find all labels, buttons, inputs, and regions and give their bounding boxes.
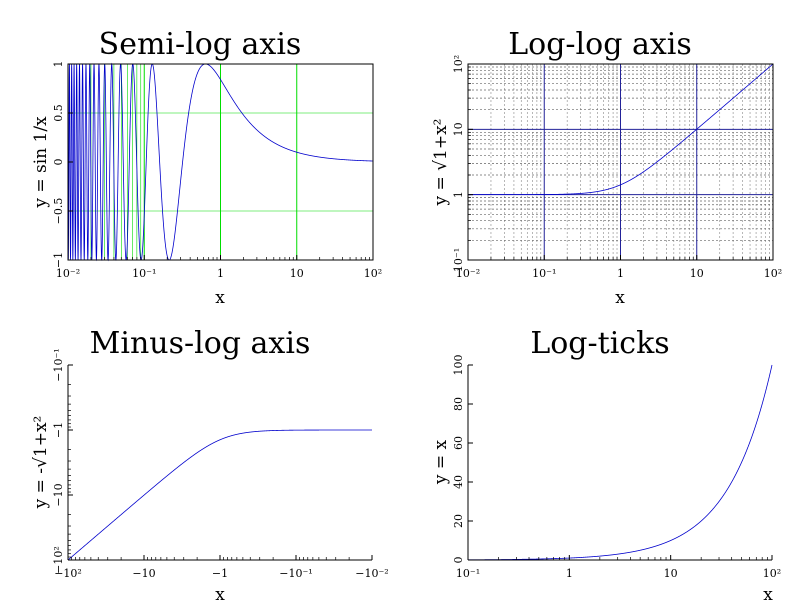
x-tick-label: 1 bbox=[217, 267, 224, 280]
x-tick-label: 10² bbox=[764, 267, 782, 280]
y-tick-label: 10 bbox=[452, 122, 465, 136]
loglog-series-line bbox=[468, 63, 774, 196]
logticks-ticks: 10⁻¹ 1 10 10² 0 20 40 60 80 100 bbox=[452, 355, 781, 581]
x-tick-label: −10⁻¹ bbox=[279, 567, 312, 580]
loglog-xlabel: x bbox=[615, 288, 625, 308]
logticks-title: Log-ticks bbox=[530, 326, 669, 361]
y-tick-label: 1 bbox=[452, 191, 465, 198]
loglog-grid bbox=[468, 64, 773, 260]
x-tick-label: 10² bbox=[763, 567, 781, 580]
minuslog-xlabel: x bbox=[215, 585, 225, 600]
semilog-xlabel: x bbox=[215, 288, 225, 308]
semilog-title: Semi-log axis bbox=[99, 27, 302, 62]
minuslog-title: Minus-log axis bbox=[90, 326, 311, 361]
logticks-panel: Log-ticks 10⁻¹ 1 10 10² 0 20 40 60 80 100 x y = x bbox=[431, 326, 781, 600]
y-tick-label: −1 bbox=[52, 252, 65, 268]
y-tick-label: 10² bbox=[452, 55, 465, 73]
minuslog-series-line bbox=[67, 429, 372, 561]
y-tick-label: 0 bbox=[52, 159, 65, 166]
x-tick-label: 10⁻¹ bbox=[532, 267, 556, 280]
minuslog-ticks: −10² −10 −1 −10⁻¹ −10⁻² −10² −10 −1 −10⁻¹ bbox=[52, 348, 389, 580]
y-tick-label: 80 bbox=[452, 397, 465, 411]
y-tick-label: 1 bbox=[52, 61, 65, 68]
x-tick-label: 10⁻¹ bbox=[132, 267, 156, 280]
x-tick-label: 1 bbox=[566, 567, 573, 580]
y-tick-label: 100 bbox=[452, 355, 465, 376]
semilog-series-line bbox=[67, 62, 373, 262]
y-tick-label: 0.5 bbox=[52, 104, 65, 122]
logticks-ylabel: y = x bbox=[431, 439, 451, 485]
semilog-ticks: 10⁻² 10⁻¹ 1 10 10² −1 −0.5 0 0.5 1 bbox=[52, 61, 382, 281]
y-tick-label: 10⁻¹ bbox=[452, 248, 465, 272]
x-tick-label: 10 bbox=[664, 567, 678, 580]
y-tick-label: −10⁻¹ bbox=[52, 348, 65, 381]
semilog-ylabel: y = sin 1/x bbox=[31, 116, 51, 209]
minuslog-panel: Minus-log axis −10² −10 −1 −10⁻¹ −10⁻²−10²−1… bbox=[31, 326, 389, 600]
x-tick-label: 10⁻¹ bbox=[456, 567, 480, 580]
logticks-xlabel: x bbox=[763, 585, 773, 600]
x-tick-label: 10 bbox=[290, 267, 304, 280]
y-tick-label: 20 bbox=[452, 514, 465, 528]
x-tick-label: 1 bbox=[617, 267, 624, 280]
loglog-title: Log-log axis bbox=[508, 27, 692, 62]
x-tick-label: −10⁻² bbox=[355, 567, 388, 580]
x-tick-label: 10 bbox=[690, 267, 704, 280]
x-tick-label: −10 bbox=[132, 567, 155, 580]
loglog-ylabel: y = √1+x² bbox=[431, 119, 451, 207]
x-tick-label: −10² bbox=[54, 567, 82, 580]
x-tick-label: −1 bbox=[212, 567, 228, 580]
x-tick-label: 10⁻² bbox=[456, 267, 480, 280]
y-tick-label: 40 bbox=[452, 475, 465, 489]
y-tick-label: 60 bbox=[452, 436, 465, 450]
y-tick-label: 0 bbox=[452, 557, 465, 564]
y-tick-label: −10 bbox=[52, 483, 65, 506]
minuslog-ylabel: y = -√1+x² bbox=[31, 416, 51, 510]
semilog-panel: Semi-log axis 10⁻² 10⁻¹ 1 10 10²−1−0.500.51 … bbox=[31, 27, 382, 308]
logticks-series-line bbox=[468, 364, 773, 561]
y-tick-label: −1 bbox=[52, 422, 65, 438]
x-tick-label: 10² bbox=[364, 267, 382, 280]
y-tick-label: −10² bbox=[52, 546, 65, 574]
x-tick-label: 10⁻² bbox=[56, 267, 80, 280]
y-tick-label: −0.5 bbox=[52, 198, 65, 225]
